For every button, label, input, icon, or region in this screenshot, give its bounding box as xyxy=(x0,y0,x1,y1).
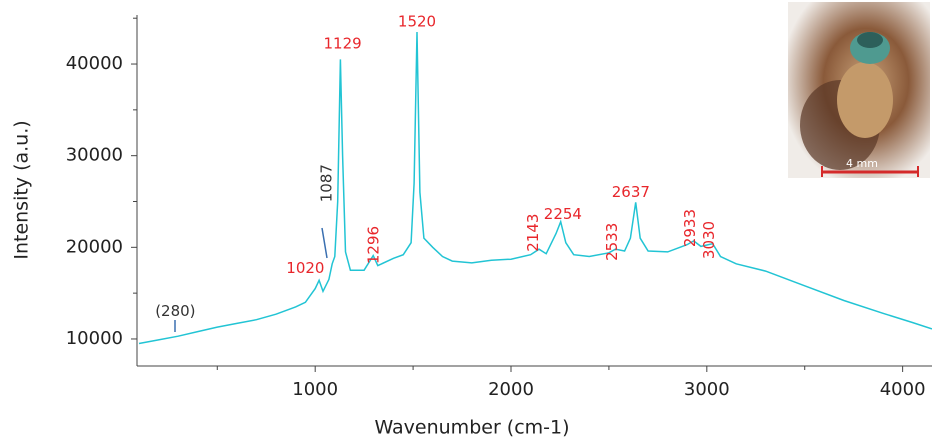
spectrum-line xyxy=(138,31,932,345)
peak-label: (280) xyxy=(155,302,195,320)
scale-label: 4 mm xyxy=(846,157,878,170)
y-axis-label: Intensity (a.u.) xyxy=(11,120,33,259)
peak-label: 2143 xyxy=(524,214,542,252)
y-tick-label: 30000 xyxy=(66,145,123,166)
peak-label: 1296 xyxy=(364,226,382,264)
peak-label: 2254 xyxy=(544,205,582,223)
y-tick-label: 20000 xyxy=(66,236,123,257)
peak-label: 2933 xyxy=(681,209,699,247)
peak-label: 2637 xyxy=(612,183,650,201)
peak-label: 2533 xyxy=(603,223,621,261)
peak-label: 1087 xyxy=(317,164,335,202)
peak-label: 1020 xyxy=(286,259,324,277)
x-tick-label: 1000 xyxy=(292,379,338,400)
y-tick-label: 10000 xyxy=(66,328,123,349)
inset-photo: 4 mm xyxy=(788,2,930,178)
pointer xyxy=(321,227,328,259)
peak-label: 1129 xyxy=(324,34,362,52)
x-tick-label: 3000 xyxy=(684,379,730,400)
x-tick-label: 4000 xyxy=(880,379,926,400)
y-tick-label: 40000 xyxy=(66,53,123,74)
peak-label: 3030 xyxy=(700,221,718,259)
x-axis-label: Wavenumber (cm-1) xyxy=(374,417,569,439)
x-tick-label: 2000 xyxy=(488,379,534,400)
peak-label: 1520 xyxy=(398,12,436,30)
